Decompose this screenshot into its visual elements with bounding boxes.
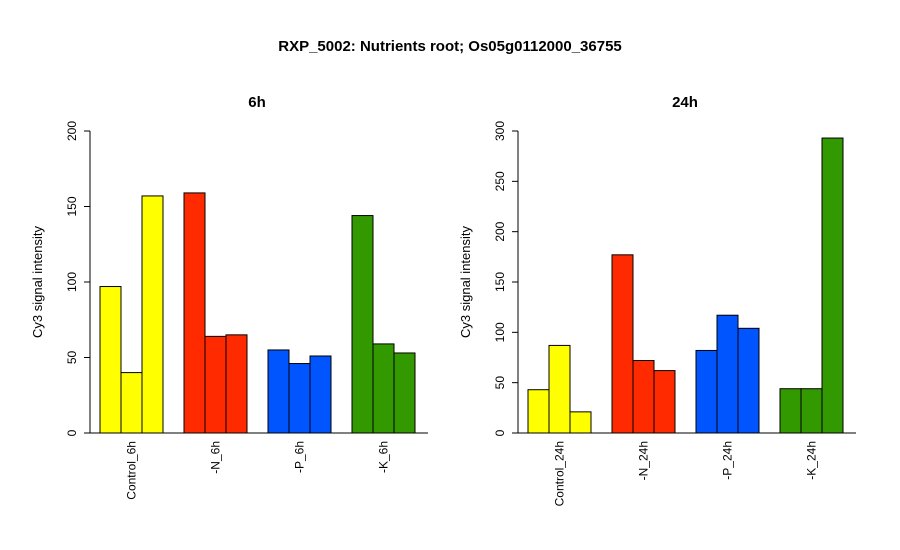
bar — [821, 137, 844, 434]
y-tick-label: 150 — [65, 196, 79, 216]
x-axis-labels: Control_24h -N_24h -P_24h -K_24h — [553, 441, 819, 506]
y-tick-label: 50 — [493, 376, 507, 390]
y-tick-label: 100 — [65, 272, 79, 292]
x-tick-label: Control_6h — [125, 441, 139, 500]
panel-title: 6h — [248, 94, 266, 111]
y-tick-label: 150 — [493, 272, 507, 292]
y-axis: 0 50 100 150 200 250 300 — [493, 121, 856, 436]
y-tick-label: 200 — [65, 121, 79, 141]
y-tick-label: 200 — [493, 221, 507, 241]
x-tick-label: -P_6h — [293, 441, 307, 473]
bars — [527, 137, 844, 434]
y-tick-label: 50 — [65, 351, 79, 365]
bar — [611, 254, 634, 434]
panel-title: 24h — [672, 94, 698, 111]
bar — [653, 370, 676, 434]
bar — [716, 314, 739, 434]
bar — [800, 388, 823, 434]
y-axis: 0 50 100 150 200 — [65, 121, 428, 436]
y-tick-label: 300 — [493, 121, 507, 141]
bar — [695, 349, 718, 434]
bar — [527, 389, 550, 434]
y-tick-label: 0 — [65, 429, 79, 436]
x-tick-label: -N_6h — [209, 441, 223, 474]
bar — [548, 344, 571, 434]
x-tick-label: -P_24h — [721, 441, 735, 480]
x-tick-label: -K_6h — [377, 441, 391, 473]
y-tick-label: 250 — [493, 171, 507, 191]
y-axis-label: Cy3 signal intensity — [30, 226, 45, 338]
bar — [737, 327, 760, 434]
x-axis-labels: Control_6h -N_6h -P_6h -K_6h — [125, 441, 391, 500]
x-tick-label: -N_24h — [637, 441, 651, 480]
bar — [569, 411, 592, 434]
x-tick-label: Control_24h — [553, 441, 567, 506]
bar — [632, 360, 655, 434]
y-tick-label: 100 — [493, 322, 507, 342]
y-tick-label: 0 — [493, 429, 507, 436]
bar — [779, 388, 802, 434]
y-axis-label: Cy3 signal intensity — [458, 226, 473, 338]
main-title: RXP_5002: Nutrients root; Os05g0112000_3… — [278, 38, 622, 55]
x-tick-label: -K_24h — [805, 441, 819, 480]
